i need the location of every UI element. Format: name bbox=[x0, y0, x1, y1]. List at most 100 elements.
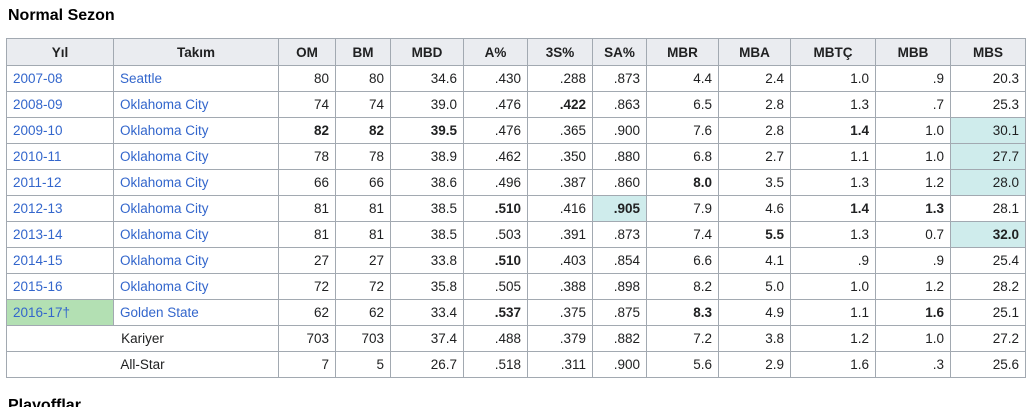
table-row: 2013-14 Oklahoma City 81 81 38.5.503.391.873… bbox=[6, 221, 1026, 248]
table-row: 2008-09 Oklahoma City 74 74 39.0.476.422.863… bbox=[6, 91, 1026, 118]
stat-cell: .900 bbox=[592, 351, 647, 378]
stat-cell: 66 bbox=[278, 169, 336, 196]
stat-cell: 81 bbox=[335, 221, 391, 248]
stat-cell: 7.6 bbox=[646, 117, 719, 144]
stat-cell: .7 bbox=[875, 91, 951, 118]
year-link[interactable]: 2011-12 bbox=[13, 175, 62, 190]
year-link[interactable]: 2013-14 bbox=[13, 227, 63, 242]
team-link[interactable]: Oklahoma City bbox=[120, 227, 209, 242]
stat-cell: 1.3 bbox=[790, 221, 876, 248]
year-cell: 2007-08 bbox=[6, 65, 114, 92]
team-link[interactable]: Oklahoma City bbox=[120, 97, 209, 112]
stat-cell: 7 bbox=[278, 351, 336, 378]
stat-cell: 1.6 bbox=[790, 351, 876, 378]
stat-cell: 80 bbox=[335, 65, 391, 92]
stat-cell: 4.9 bbox=[718, 299, 791, 326]
stat-cell: .416 bbox=[527, 195, 593, 222]
column-header: Takım bbox=[113, 38, 279, 66]
stat-cell: 1.3 bbox=[875, 195, 951, 222]
stat-cell: .863 bbox=[592, 91, 647, 118]
team-cell: Oklahoma City bbox=[113, 195, 279, 222]
stat-cell: 25.4 bbox=[950, 247, 1026, 274]
team-link[interactable]: Oklahoma City bbox=[120, 123, 209, 138]
stat-cell: .365 bbox=[527, 117, 593, 144]
year-link[interactable]: 2012-13 bbox=[13, 201, 63, 216]
stat-cell: 66 bbox=[335, 169, 391, 196]
stat-cell: 8.3 bbox=[646, 299, 719, 326]
stat-cell: 4.1 bbox=[718, 247, 791, 274]
column-header: BM bbox=[335, 38, 391, 66]
table-row: 2016-17† Golden State 62 62 33.4.537.375.875… bbox=[6, 299, 1026, 326]
team-cell: Oklahoma City bbox=[113, 143, 279, 170]
year-cell: 2012-13 bbox=[6, 195, 114, 222]
stat-cell: 26.7 bbox=[390, 351, 464, 378]
stat-cell: .488 bbox=[463, 325, 528, 352]
team-link[interactable]: Oklahoma City bbox=[120, 149, 209, 164]
team-link[interactable]: Golden State bbox=[120, 305, 199, 320]
stat-cell: 1.1 bbox=[790, 299, 876, 326]
table-row: All-Star 7 5 26.7.518.311.900 5.6 2.9 1.6.3 25.… bbox=[6, 351, 1026, 378]
stat-cell: 28.1 bbox=[950, 195, 1026, 222]
stat-cell: .391 bbox=[527, 221, 593, 248]
team-link[interactable]: Oklahoma City bbox=[120, 201, 209, 216]
team-link[interactable]: Oklahoma City bbox=[120, 175, 209, 190]
stat-cell: 1.6 bbox=[875, 299, 951, 326]
year-link[interactable]: 2015-16 bbox=[13, 279, 63, 294]
stat-cell: .537 bbox=[463, 299, 528, 326]
stat-cell: 1.0 bbox=[790, 65, 876, 92]
table-row: 2015-16 Oklahoma City 72 72 35.8.505.388.898… bbox=[6, 273, 1026, 300]
stat-cell: .510 bbox=[463, 247, 528, 274]
stat-cell: 1.4 bbox=[790, 117, 876, 144]
team-cell: Oklahoma City bbox=[113, 91, 279, 118]
stat-cell: .510 bbox=[463, 195, 528, 222]
row-label-cell: Kariyer bbox=[6, 325, 279, 352]
stat-cell: 25.6 bbox=[950, 351, 1026, 378]
year-link[interactable]: 2014-15 bbox=[13, 253, 63, 268]
team-cell: Oklahoma City bbox=[113, 169, 279, 196]
year-cell: 2009-10 bbox=[6, 117, 114, 144]
stat-cell: 6.8 bbox=[646, 143, 719, 170]
table-row: 2011-12 Oklahoma City 66 66 38.6.496.387.860… bbox=[6, 169, 1026, 196]
stat-cell: .379 bbox=[527, 325, 593, 352]
stat-cell: 5.6 bbox=[646, 351, 719, 378]
year-link[interactable]: 2008-09 bbox=[13, 97, 63, 112]
year-link[interactable]: 2009-10 bbox=[13, 123, 63, 138]
stat-cell: 1.1 bbox=[790, 143, 876, 170]
team-link[interactable]: Oklahoma City bbox=[120, 253, 209, 268]
team-cell: Seattle bbox=[113, 65, 279, 92]
table-row: 2010-11 Oklahoma City 78 78 38.9.462.350.880… bbox=[6, 143, 1026, 170]
stat-cell: 74 bbox=[335, 91, 391, 118]
table-row: Kariyer 703 703 37.4.488.379.882 7.2 3.8 1.2 1.… bbox=[6, 325, 1026, 352]
stat-cell: 28.2 bbox=[950, 273, 1026, 300]
team-cell: Oklahoma City bbox=[113, 221, 279, 248]
year-link[interactable]: 2016-17† bbox=[13, 305, 71, 320]
stat-cell: 82 bbox=[278, 117, 336, 144]
year-link[interactable]: 2010-11 bbox=[13, 149, 62, 164]
stat-cell: 62 bbox=[278, 299, 336, 326]
stat-cell: .388 bbox=[527, 273, 593, 300]
team-link[interactable]: Oklahoma City bbox=[120, 279, 209, 294]
stat-cell: 72 bbox=[278, 273, 336, 300]
year-link[interactable]: 2007-08 bbox=[13, 71, 63, 86]
team-cell: Oklahoma City bbox=[113, 117, 279, 144]
team-cell: Oklahoma City bbox=[113, 273, 279, 300]
stat-cell: 27.7 bbox=[950, 143, 1026, 170]
stat-cell: .476 bbox=[463, 91, 528, 118]
stat-cell: .880 bbox=[592, 143, 647, 170]
stat-cell: .518 bbox=[463, 351, 528, 378]
table-row: 2012-13 Oklahoma City 81 81 38.5.510.416.905… bbox=[6, 195, 1026, 222]
team-link[interactable]: Seattle bbox=[120, 71, 163, 86]
stat-cell: .430 bbox=[463, 65, 528, 92]
team-cell: Golden State bbox=[113, 299, 279, 326]
column-header: MBR bbox=[646, 38, 719, 66]
stat-cell: .288 bbox=[527, 65, 593, 92]
stat-cell: .873 bbox=[592, 221, 647, 248]
stat-cell: 78 bbox=[278, 143, 336, 170]
stat-cell: .898 bbox=[592, 273, 647, 300]
stat-cell: .905 bbox=[592, 195, 647, 222]
stat-cell: .882 bbox=[592, 325, 647, 352]
stat-cell: .496 bbox=[463, 169, 528, 196]
stat-cell: 2.8 bbox=[718, 91, 791, 118]
year-cell: 2014-15 bbox=[6, 247, 114, 274]
stat-cell: 25.1 bbox=[950, 299, 1026, 326]
